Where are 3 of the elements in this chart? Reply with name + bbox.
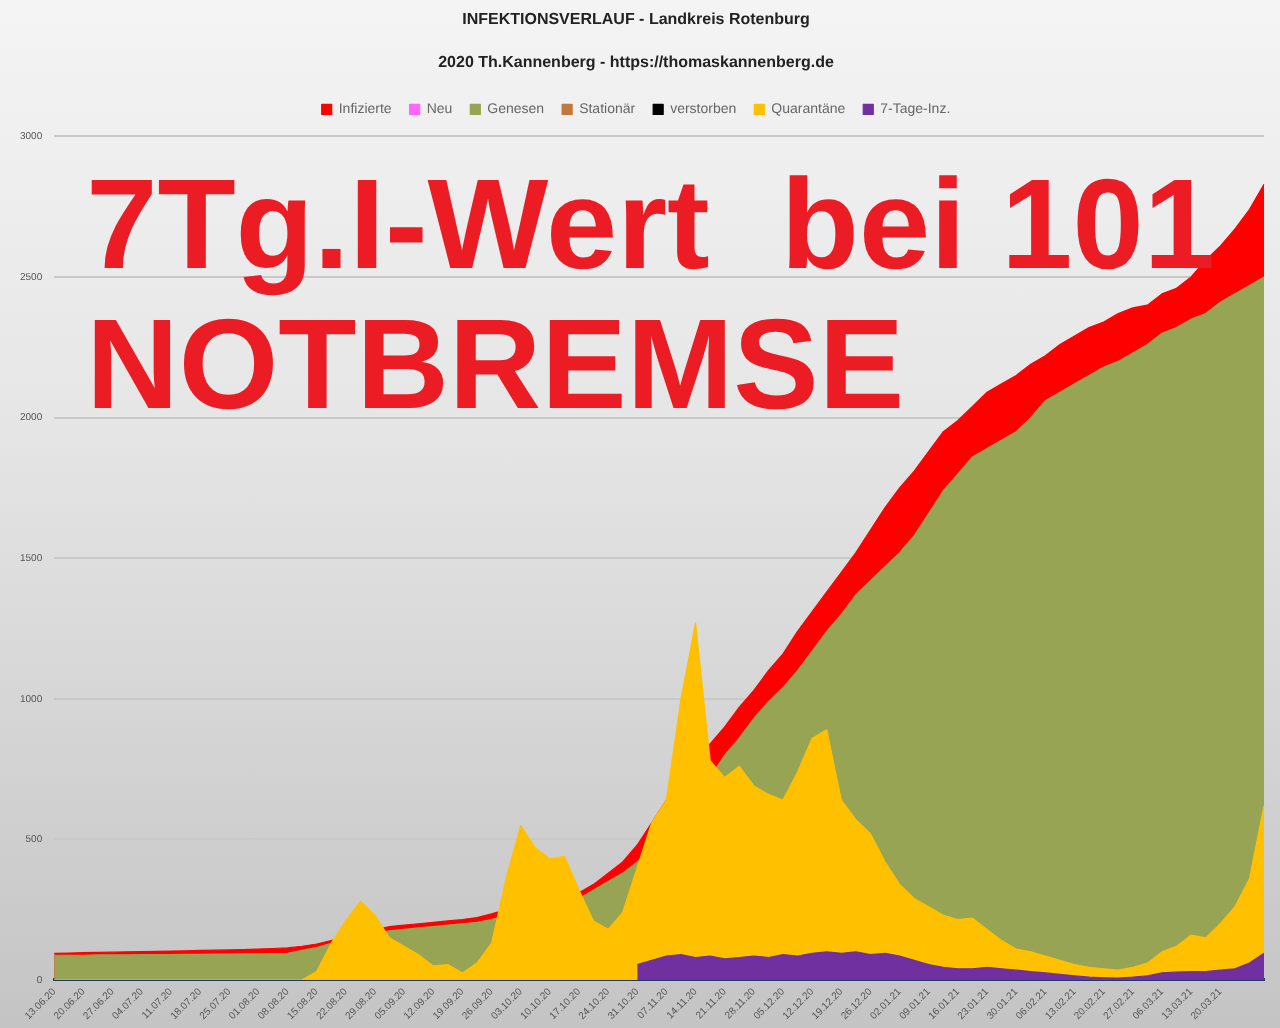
annotation: 7Tg.I-Wert bei 101	[86, 152, 1215, 297]
chart-subtitle: 2020 Th.Kannenberg - https://thomaskannenberg.de	[438, 53, 835, 72]
chart-title: INFEKTIONSVERLAUF - Landkreis Rotenburg	[462, 10, 810, 29]
